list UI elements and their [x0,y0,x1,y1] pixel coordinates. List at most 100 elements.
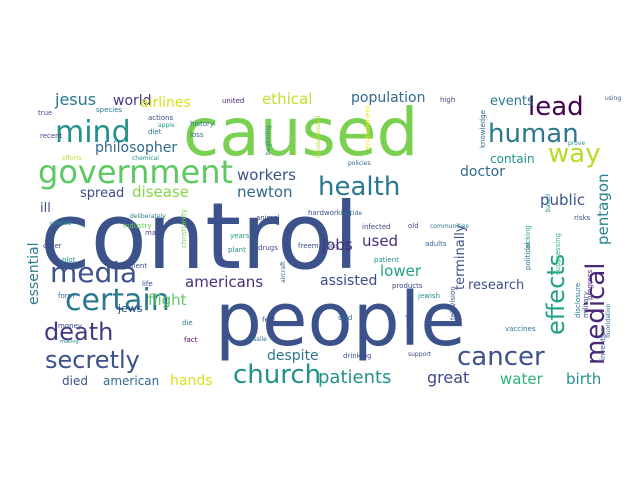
cloud-word: efforts [62,155,81,162]
cloud-word: feel [262,316,275,324]
cloud-word: public [540,191,585,209]
cloud-word: products [392,282,423,290]
cloud-word: health [318,172,400,202]
cloud-word: death [44,318,113,346]
cloud-word: die [182,319,193,327]
cloud-word: great [427,368,469,387]
cloud-word: suppressing [554,233,562,275]
cloud-word: suicide [341,210,362,217]
cloud-word: way [548,139,601,169]
cloud-word: christianity [180,209,188,248]
cloud-word: fluoridation [605,303,612,338]
cloud-word: history [190,120,214,128]
cloud-word: ethical [262,90,312,108]
cloud-word: species [96,106,122,114]
cloud-word: government [38,153,233,191]
cloud-word: workers [237,166,296,184]
cloud-word: television [449,286,457,320]
cloud-word: chemical [132,155,159,162]
cloud-word: aircraft [280,261,287,283]
cloud-word: patients [318,367,391,388]
cloud-word: related [50,220,71,227]
cloud-word: people [215,277,466,363]
cloud-word: industry [123,222,152,230]
cloud-word: based [545,194,552,212]
cloud-word: cancer [457,342,545,372]
cloud-word: making [60,339,79,345]
cloud-word: died [62,374,88,388]
cloud-word: church [233,360,321,390]
cloud-word: jews [117,302,143,315]
cloud-word: beginning [265,125,272,155]
cloud-word: medical [581,262,611,365]
cloud-word: ill [40,201,51,216]
cloud-word: prove [568,140,585,147]
cloud-word: secretly [45,346,140,374]
cloud-word: water [500,370,544,388]
cloud-word: invention [599,327,607,360]
cloud-word: spread [80,186,124,201]
cloud-word: vaccines [505,325,536,333]
cloud-word: united [222,97,244,105]
cloud-word: pentagon [594,173,612,245]
cloud-word: contain [490,152,535,166]
cloud-word: assisted [320,273,377,289]
cloud-word: missile [246,336,267,343]
cloud-word: disclosure [574,283,582,318]
cloud-word: airlines [140,95,191,111]
cloud-word: freemasons [298,242,339,250]
cloud-word: events [490,94,534,109]
cloud-word: population [351,90,426,106]
cloud-word: support [408,351,432,358]
cloud-word: caused [183,94,418,171]
cloud-word: true [38,109,52,117]
cloud-word: terminally [453,224,468,290]
cloud-word: mind [55,115,131,150]
cloud-word: jewish [417,292,440,300]
cloud-word: years [230,232,250,240]
cloud-word: infected [362,223,391,231]
cloud-word: birth [566,370,601,388]
cloud-word: control [40,183,359,290]
cloud-word: said [338,314,352,322]
cloud-word: environment [364,105,372,150]
cloud-word: lead [528,92,584,122]
cloud-word: risks [574,214,591,222]
cloud-word: research [468,278,524,293]
cloud-word: world [113,93,152,109]
cloud-word: high [440,96,455,104]
cloud-word: certain [65,283,170,318]
cloud-word: money [58,322,82,330]
cloud-word: actions [148,114,174,122]
cloud-word: disease [132,183,189,201]
cloud-word: effects [542,254,570,335]
cloud-word: hardworking [308,209,352,217]
cloud-word: deliberately [130,213,166,220]
cloud-word: animal [256,214,280,222]
cloud-word: old [408,222,419,230]
cloud-word: americans [185,273,263,291]
cloud-word: progress [586,269,594,300]
cloud-word: plant [228,246,246,254]
cloud-word: life [142,280,153,288]
cloud-word: locking [524,225,532,250]
cloud-word: word [405,315,412,330]
cloud-word: jobs [321,236,353,254]
cloud-word: patient [374,256,399,264]
cloud-word: political [524,243,532,270]
cloud-word: apple [158,122,175,129]
cloud-word: human [488,119,579,149]
cloud-word: despite [267,348,319,364]
cloud-word: knowledge [479,110,487,148]
cloud-word: hands [170,373,213,389]
cloud-word: jesus [54,90,96,109]
cloud-word: diet [148,128,162,136]
cloud-word: drugs [258,244,278,252]
cloud-word: newton [237,183,293,201]
cloud-word: policies [348,160,371,167]
cloud-word: media [50,256,137,289]
cloud-word: essential [26,242,42,305]
cloud-word: order [43,242,62,250]
cloud-word: american [103,374,159,388]
